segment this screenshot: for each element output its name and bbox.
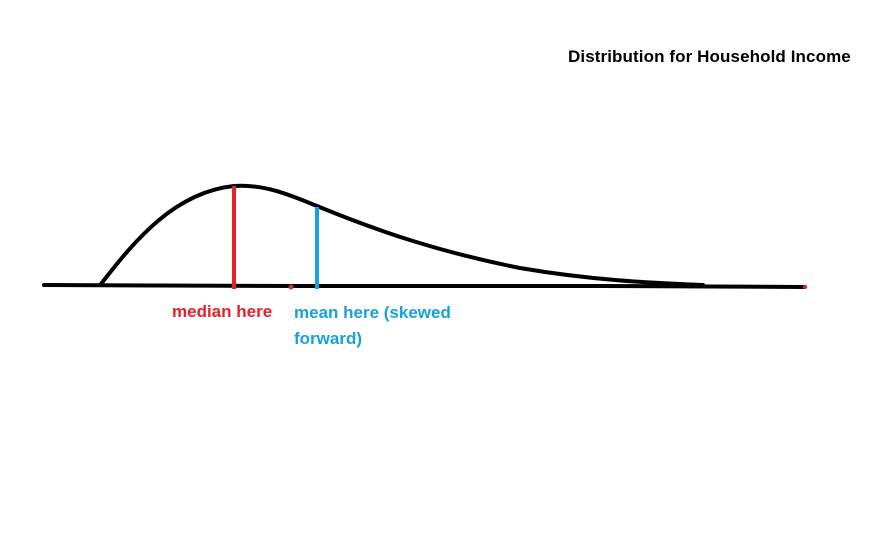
median-label: median here [172,302,273,321]
axis-dot-red [288,284,294,290]
mean-label: mean here (skewed forward) [294,303,451,348]
distribution-curve [99,183,705,287]
axis-end-dot [803,285,807,289]
diagram-title: Distribution for Household Income [568,47,851,66]
